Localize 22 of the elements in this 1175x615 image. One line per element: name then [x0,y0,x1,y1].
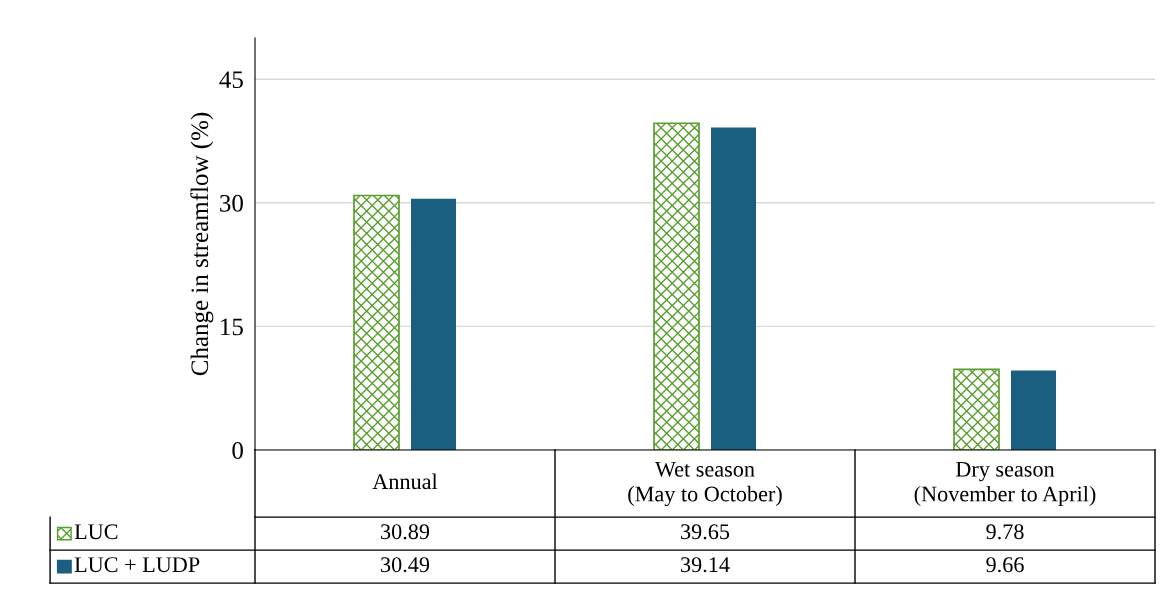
bar [653,122,700,450]
bar [953,368,1000,450]
x-tick-label: Dry season (November to April) [914,461,1096,507]
bar [411,198,456,450]
y-axis-title: Change in streamflow (%) [190,112,214,376]
data-label: 39.65 [681,524,730,540]
data-label: 9.78 [986,524,1024,540]
bar [353,194,400,450]
bar [711,127,756,450]
data-label: 9.66 [986,557,1024,573]
legend-label: LUC [74,524,118,540]
data-label: 30.89 [381,524,430,540]
y-tick-label: 0 [232,442,243,459]
x-tick-label: Wet season (May to October) [628,461,782,507]
y-tick-label: 15 [221,318,243,336]
bar [1011,370,1056,450]
data-label: 30.49 [381,557,430,573]
data-label: 39.14 [681,557,730,573]
x-tick-label: Annual [372,473,438,490]
y-tick-label: 30 [220,194,243,212]
legend-label: LUC + LUDP [74,557,200,573]
y-tick-label: 45 [219,71,243,89]
